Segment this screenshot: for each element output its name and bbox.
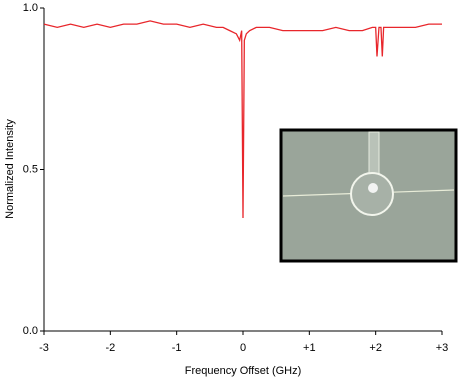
y-tick-label: 0.0 bbox=[23, 325, 38, 337]
x-tick-label: -1 bbox=[172, 342, 182, 354]
x-tick-label: -2 bbox=[105, 342, 115, 354]
sphere bbox=[350, 172, 394, 216]
inset-photo bbox=[279, 128, 458, 263]
y-tick-label: 0.5 bbox=[23, 163, 38, 175]
x-tick-label: +1 bbox=[303, 342, 316, 354]
x-tick-label: +3 bbox=[436, 342, 449, 354]
data-line bbox=[43, 20, 442, 218]
highlight bbox=[368, 183, 378, 193]
x-axis-label: Frequency Offset (GHz) bbox=[185, 365, 302, 377]
x-tick-label: 0 bbox=[240, 342, 246, 354]
y-axis-label: Normalized Intensity bbox=[4, 119, 16, 219]
x-tick-label: +2 bbox=[369, 342, 382, 354]
stem bbox=[368, 131, 380, 175]
x-tick-label: -3 bbox=[39, 342, 49, 354]
y-tick-label: 1.0 bbox=[23, 2, 38, 14]
